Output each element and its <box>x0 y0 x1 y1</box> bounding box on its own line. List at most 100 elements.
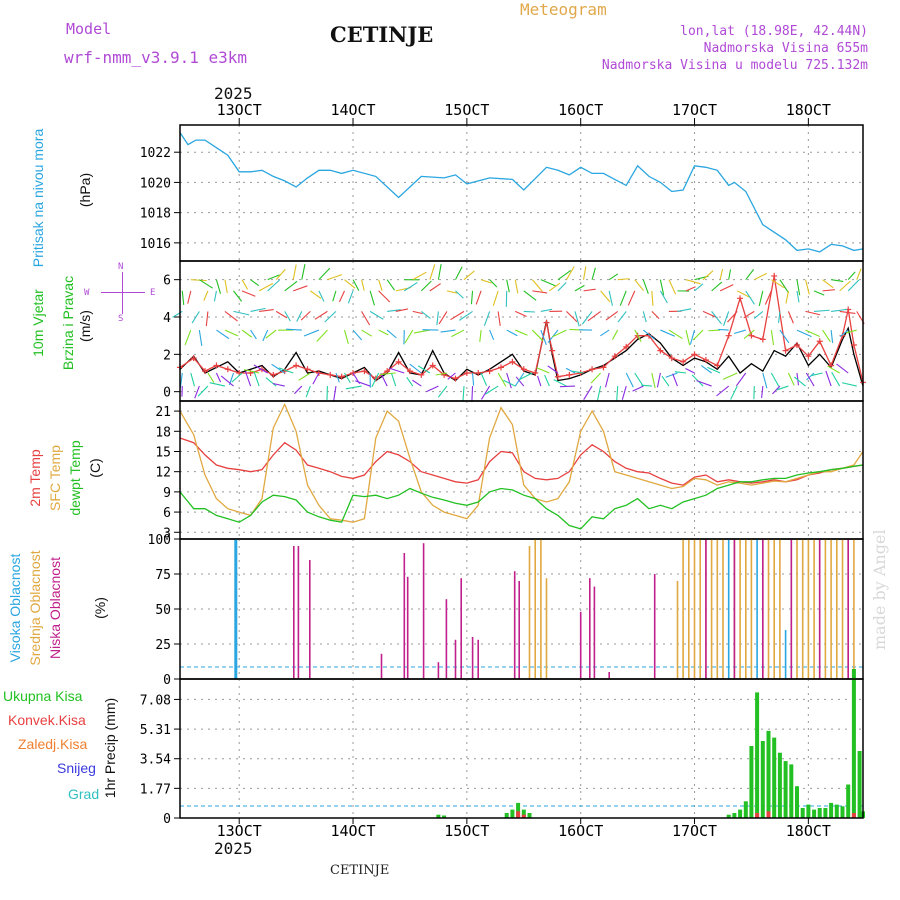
wind-direction-arrow <box>403 281 418 292</box>
wind-direction-arrow <box>446 290 458 294</box>
top-day-label: 14OCT <box>330 101 375 119</box>
wind-direction-arrow <box>761 386 764 398</box>
wind-direction-arrow <box>258 282 274 292</box>
wind-direction-arrow <box>574 284 585 292</box>
station-title: CETINJE <box>330 22 434 47</box>
coords-label: lon,lat (18.98E, 42.44N) <box>680 24 868 39</box>
model-label: Model <box>66 20 112 38</box>
wind-direction-arrow <box>412 379 422 387</box>
precip-bar <box>760 741 765 818</box>
wind-direction-arrow <box>470 290 474 305</box>
temperature-ytick-label: 6 <box>163 506 171 521</box>
wind-direction-arrow <box>429 264 436 280</box>
wind-gust-marker <box>498 364 505 371</box>
wind-direction-arrow <box>515 376 525 387</box>
precip-bar <box>504 813 509 818</box>
wind-gust-marker <box>759 336 766 343</box>
wind-direction-arrow <box>716 385 730 397</box>
wind-gust-marker <box>452 375 459 382</box>
cloud-bar <box>579 611 582 679</box>
wind-direction-arrow <box>205 311 209 327</box>
cloud-ytick-label: 50 <box>155 603 171 618</box>
wind-direction-arrow <box>265 329 277 339</box>
wind-gust-marker <box>202 368 209 375</box>
precip-bar <box>521 814 526 818</box>
wind-direction-arrow <box>583 385 593 400</box>
precip-bar <box>829 802 834 818</box>
wind-direction-arrow <box>523 310 535 313</box>
wind-direction-arrow <box>787 311 794 324</box>
wind-direction-arrow <box>489 329 495 341</box>
wind-direction-arrow <box>617 311 627 323</box>
wind-direction-arrow <box>719 284 734 292</box>
wind-direction-arrow <box>531 279 543 292</box>
wind-ytick-label: 2 <box>163 348 171 363</box>
precip-bar <box>516 802 521 818</box>
cloud-bar <box>710 539 713 679</box>
wind-gust-marker <box>304 366 311 373</box>
cloud-bar <box>293 546 295 679</box>
wind-direction-arrow <box>572 370 584 374</box>
wind-direction-arrow <box>187 290 192 304</box>
wind-gust-marker <box>293 362 300 369</box>
wind-gust-marker <box>224 366 231 373</box>
precip-bar <box>516 811 521 818</box>
cloud-bar <box>790 539 793 679</box>
wind-direction-arrow <box>600 329 610 337</box>
pressure-ytick-label: 1020 <box>140 176 171 191</box>
wind-gust-marker <box>737 295 744 302</box>
wind-direction-arrow <box>831 308 848 312</box>
wind-direction-arrow <box>665 372 678 378</box>
wind-direction-arrow <box>661 375 670 387</box>
wind-direction-arrow <box>532 290 548 294</box>
precip-bar <box>521 809 526 818</box>
wind-direction-arrow <box>436 311 439 326</box>
wind-direction-arrow <box>708 329 721 332</box>
cloud-bar <box>773 539 775 679</box>
wind-gust-marker <box>315 370 322 376</box>
wind-direction-arrow <box>719 268 724 280</box>
wind-direction-arrow <box>387 309 401 312</box>
wind-direction-arrow <box>310 290 322 299</box>
wind-direction-arrow <box>259 309 274 312</box>
wind-direction-arrow <box>651 290 654 306</box>
cloud-bar <box>406 576 409 679</box>
wind-direction-arrow <box>685 367 695 374</box>
wind-direction-arrow <box>617 278 630 281</box>
top-day-label: 18OCT <box>786 101 831 119</box>
wind-direction-arrow <box>386 329 397 339</box>
wind-direction-arrow <box>250 329 257 340</box>
cloud-bar <box>540 539 542 679</box>
wind-direction-arrow <box>634 329 642 343</box>
wind-direction-arrow <box>284 311 291 322</box>
wind-direction-arrow <box>557 282 567 292</box>
precip-bar <box>766 730 771 818</box>
temperature-series-line <box>179 402 864 523</box>
precip-ytick-label: 1.77 <box>140 782 171 797</box>
precip-bar <box>726 814 731 818</box>
wind-direction-arrow <box>220 375 234 387</box>
precip-bar <box>857 751 862 818</box>
precip-bar <box>749 746 754 818</box>
wind-direction-arrow <box>779 279 790 294</box>
wind-direction-arrow <box>489 279 498 288</box>
pressure-panel: 1022 1020 1018 1016 <box>140 124 864 262</box>
wind-direction-arrow <box>379 372 396 376</box>
wind-direction-arrow <box>414 329 430 334</box>
cloud-ytick-label: 100 <box>148 533 171 548</box>
bottom-day-label: 15OCT <box>444 822 489 840</box>
precip-bar <box>846 784 851 818</box>
wind-direction-arrow <box>825 370 832 387</box>
wind-direction-arrow <box>181 290 185 306</box>
wind-direction-arrow <box>194 385 200 399</box>
compass-east: E <box>150 288 156 298</box>
wind-direction-arrow <box>702 310 718 319</box>
wind-direction-arrow <box>344 279 356 289</box>
wind-direction-arrow <box>371 372 380 388</box>
cloud-bar <box>824 539 827 679</box>
wind-direction-arrow <box>352 329 363 341</box>
bottom-day-label: 17OCT <box>672 822 717 840</box>
wind-direction-arrow <box>764 290 772 305</box>
top-day-label: 17OCT <box>672 101 717 119</box>
wind-direction-arrow <box>659 279 665 296</box>
